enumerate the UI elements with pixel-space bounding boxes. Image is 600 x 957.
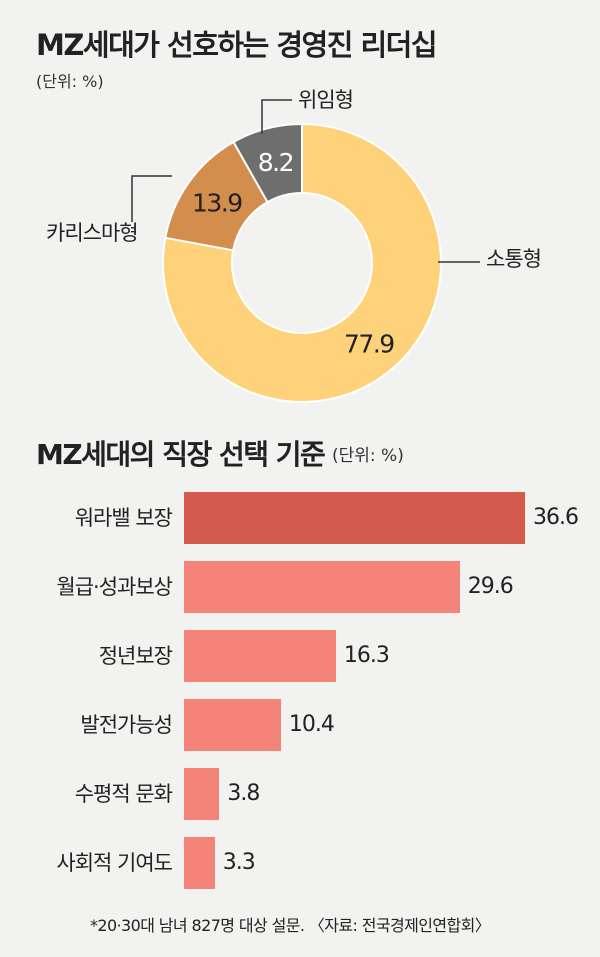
donut-chart-title: MZ세대가 선호하는 경영진 리더십 <box>36 28 438 62</box>
bar-row: 월급·성과보상 29.6 <box>0 561 600 613</box>
source-footnote: *20·30대 남녀 827명 대상 설문. 〈자료: 전국경제인연합회〉 <box>90 916 491 935</box>
bar <box>184 630 336 682</box>
bar <box>184 561 460 613</box>
bar-category-label: 워라밸 보장 <box>74 506 173 530</box>
donut-unit-note: (단위: %) <box>36 72 104 91</box>
bar-value-label: 3.3 <box>222 850 256 875</box>
bar-chart-title: MZ세대의 직장 선택 기준 <box>36 438 326 471</box>
donut-leader-line <box>131 175 172 222</box>
bar-row: 정년보장 16.3 <box>0 630 600 682</box>
bar-row: 사회적 기여도 3.3 <box>0 837 600 889</box>
donut-leader-line <box>261 99 292 134</box>
donut-value-label: 77.9 <box>344 329 394 358</box>
bar <box>184 837 215 889</box>
bar-category-label: 발전가능성 <box>80 713 173 737</box>
donut-slice <box>232 122 303 204</box>
bar-category-label: 정년보장 <box>98 644 173 668</box>
donut-value-label: 8.2 <box>258 148 293 177</box>
donut-slice-name: 위임형 <box>298 88 353 112</box>
donut-slice-name: 소통형 <box>486 247 541 271</box>
bar-category-label: 수평적 문화 <box>74 782 173 806</box>
bar <box>184 492 525 544</box>
bar-row: 수평적 문화 3.8 <box>0 768 600 820</box>
bar-unit-note: (단위: %) <box>332 446 404 466</box>
donut-chart: 77.9 소통형 13.9 카리스마형 8.2 위임형 <box>46 88 542 403</box>
bar-value-label: 16.3 <box>343 643 390 668</box>
bar-row: 발전가능성 10.4 <box>0 699 600 751</box>
donut-slice-name: 카리스마형 <box>46 221 138 245</box>
bar-row: 워라밸 보장 36.6 <box>0 492 600 544</box>
bar-value-label: 29.6 <box>467 574 514 599</box>
bar-value-label: 3.8 <box>227 781 260 806</box>
bar <box>184 768 220 820</box>
bar-value-label: 10.4 <box>288 712 335 737</box>
bar-category-label: 월급·성과보상 <box>56 575 173 599</box>
donut-slice <box>162 122 442 403</box>
bar-category-label: 사회적 기여도 <box>56 851 173 875</box>
bar <box>184 699 281 751</box>
bar-value-label: 36.6 <box>533 505 579 530</box>
donut-value-label: 13.9 <box>192 188 242 217</box>
